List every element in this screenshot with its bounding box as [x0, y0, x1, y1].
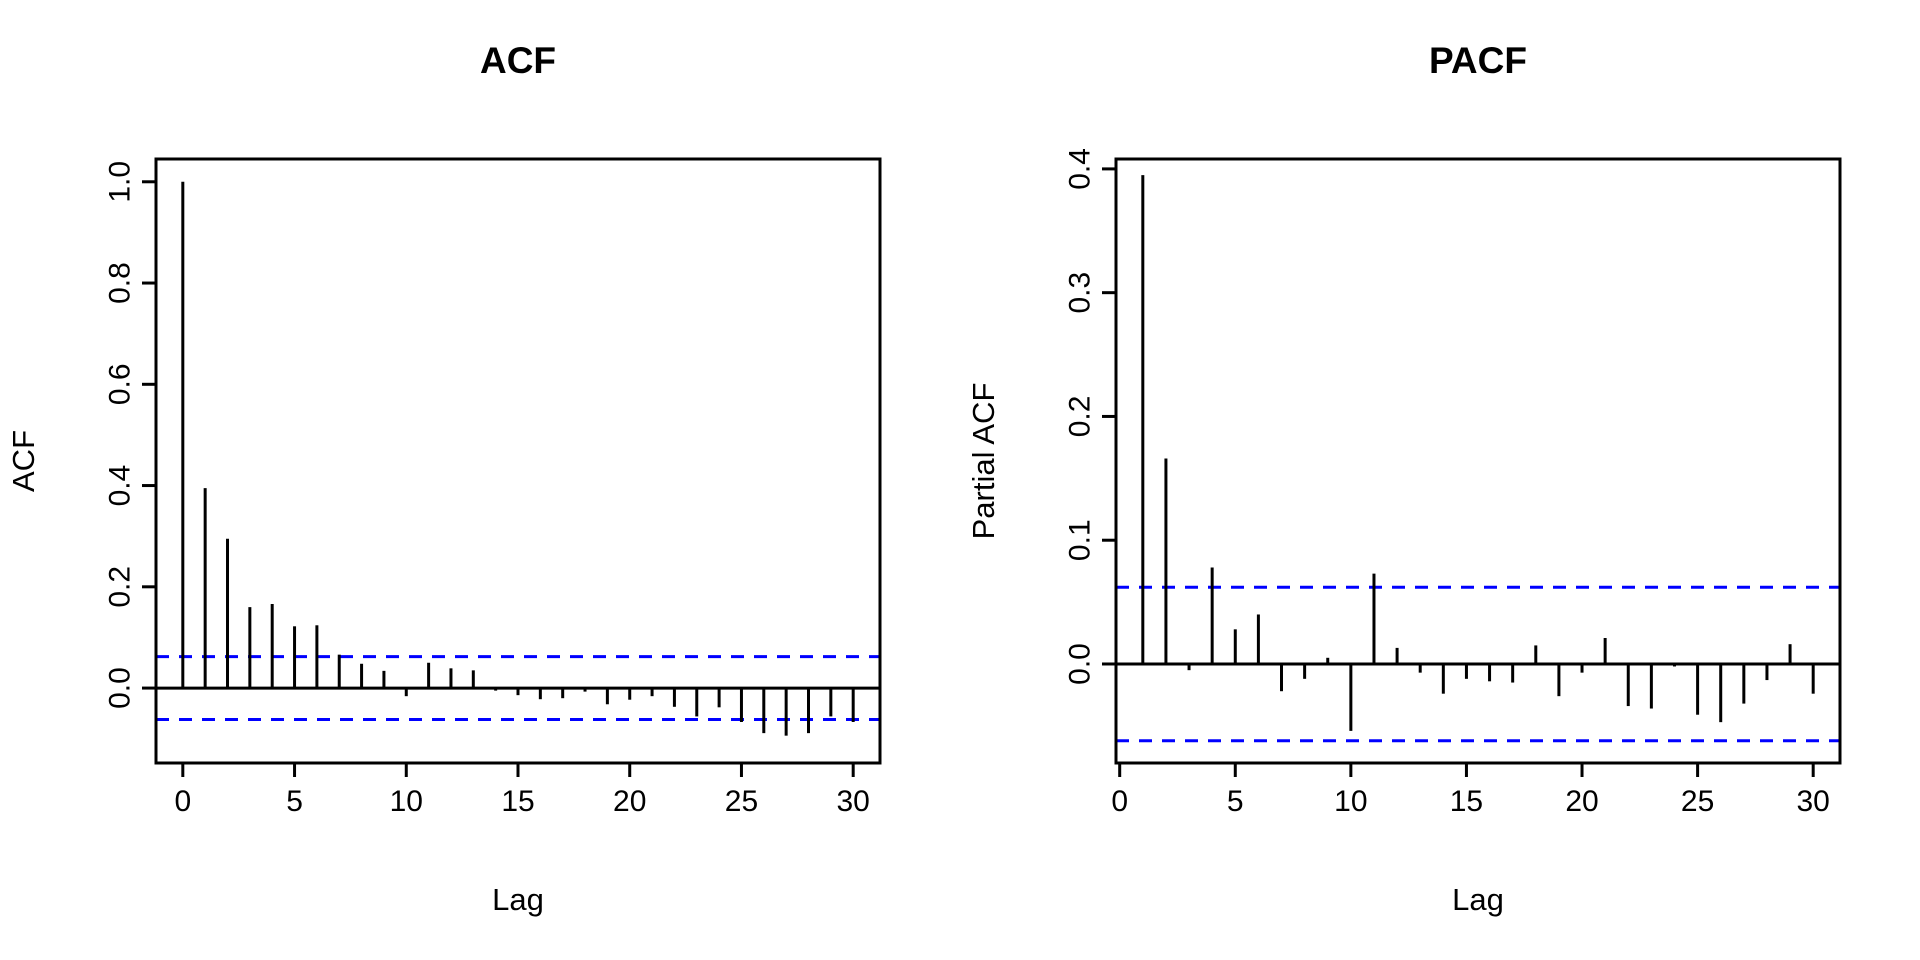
pacf-x-tick-label: 20 [1565, 785, 1598, 818]
pacf-panel: PACF Partial ACF Lag 0 5 10 15 20 25 30 0.0 0.1 0… [960, 0, 1920, 960]
pacf-x-tick-label: 5 [1227, 785, 1244, 818]
acf-x-tick-label: 5 [286, 785, 303, 818]
pacf-x-tick-label: 30 [1796, 785, 1829, 818]
acf-y-tick-label: 0.2 [104, 566, 137, 608]
acf-x-axis-label: Lag [492, 882, 544, 917]
pacf-x-tick-label: 0 [1111, 785, 1128, 818]
acf-x-tick-label: 25 [725, 785, 758, 818]
pacf-y-tick-label: 0.1 [1064, 519, 1097, 561]
pacf-plot-box [1114, 157, 1842, 765]
acf-x-tick-label: 20 [613, 785, 646, 818]
acf-x-tick-label: 0 [174, 785, 191, 818]
pacf-x-tick-label: 25 [1681, 785, 1714, 818]
acf-y-tick-label: 0.6 [104, 363, 137, 405]
pacf-y-tick-label: 0.3 [1064, 272, 1097, 314]
acf-x-tick-label: 30 [836, 785, 869, 818]
pacf-y-tick-label: 0.0 [1064, 643, 1097, 685]
acf-y-tick-label: 0.8 [104, 262, 137, 304]
pacf-y-tick-label: 0.2 [1064, 396, 1097, 438]
pacf-plot-area: 0 5 10 15 20 25 30 0.0 0.1 0.2 0.3 0.4 [1064, 148, 1842, 818]
pacf-y-tick-label: 0.4 [1064, 148, 1097, 190]
pacf-x-axis-label: Lag [1452, 882, 1504, 917]
acf-y-tick-label: 0.0 [104, 667, 137, 709]
acf-x-tick-label: 15 [501, 785, 534, 818]
acf-x-tick-label: 10 [390, 785, 423, 818]
acf-plot-area: 0 5 10 15 20 25 30 0.0 0.2 0.4 0.6 0.8 1.0 [104, 157, 882, 818]
acf-panel: ACF ACF Lag 0 5 10 15 20 25 30 0.0 0.2 0.4 0.6 0.8 1… [6, 40, 882, 917]
acf-y-tick-label: 0.4 [104, 465, 137, 507]
pacf-chart-title: PACF [1429, 40, 1527, 81]
acf-y-tick-label: 1.0 [104, 161, 137, 203]
acf-chart-title: ACF [479, 40, 557, 81]
pacf-x-tick-label: 15 [1450, 785, 1483, 818]
acf-plot-box [154, 157, 882, 765]
pacf-x-tick-label: 10 [1334, 785, 1367, 818]
